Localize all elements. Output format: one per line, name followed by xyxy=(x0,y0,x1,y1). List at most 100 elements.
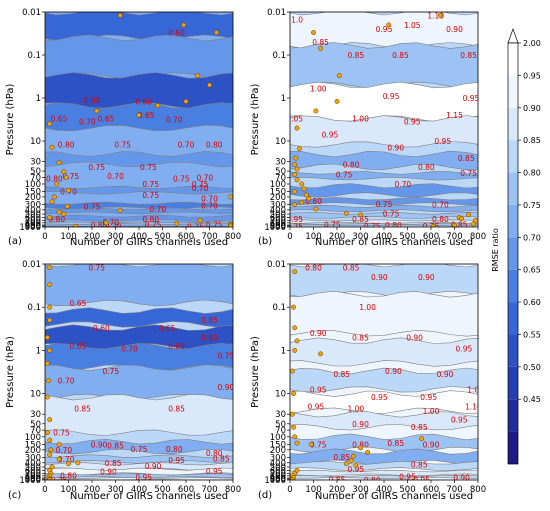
contour-label: 0.90 xyxy=(406,333,423,342)
contour-label: 0.85 xyxy=(168,404,185,413)
contour-label: 0.65 xyxy=(51,115,68,124)
contour-band xyxy=(45,342,233,371)
y-tick-label: 50 xyxy=(30,420,41,430)
colorbar-segment xyxy=(508,204,518,238)
contour-band xyxy=(290,204,478,213)
y-tick-label: 700 xyxy=(25,469,41,479)
channel-marker xyxy=(296,146,302,152)
y-tick-label: 1000 xyxy=(264,476,286,486)
contour-band xyxy=(45,264,233,307)
channel-marker xyxy=(183,98,189,104)
x-tick-label: 0 xyxy=(287,485,292,495)
y-tick-label: 200 xyxy=(270,193,286,203)
contour-band xyxy=(45,34,233,79)
contour-band xyxy=(290,197,478,206)
x-tick-label: 400 xyxy=(376,232,392,242)
channel-marker xyxy=(318,351,323,357)
channel-marker xyxy=(75,460,81,466)
contour-band xyxy=(290,171,478,181)
contour-band xyxy=(45,364,233,401)
x-tick-label: 0 xyxy=(42,232,47,242)
contour-label: 0.90 xyxy=(100,468,117,477)
x-tick-label: 400 xyxy=(131,485,147,495)
y-tick-label: 1 xyxy=(36,346,41,356)
contour-label: 0.95 xyxy=(404,117,421,126)
contour-label: 0.75 xyxy=(376,200,393,209)
contour-label: 0.80 xyxy=(48,215,65,224)
channel-marker xyxy=(47,264,53,270)
channel-marker xyxy=(66,187,71,193)
contour-label: 0.95 xyxy=(456,344,473,353)
y-tick-label: 1000 xyxy=(19,223,41,233)
x-tick-label: 600 xyxy=(178,232,194,242)
contour-label: 1.0 xyxy=(291,16,303,25)
y-tick-label: 950 xyxy=(270,222,286,232)
contour-label: 0.90 xyxy=(352,420,369,429)
channel-marker xyxy=(292,202,298,207)
contour-label: 0.85 xyxy=(347,51,364,60)
contour-label: 0.85 xyxy=(458,154,475,163)
contour-label: 0.80 xyxy=(352,440,369,449)
y-tick-label: 600 xyxy=(270,466,286,476)
contour-band xyxy=(45,394,233,436)
contour-label: 0.90 xyxy=(218,383,235,392)
contour-label: 0.75 xyxy=(131,445,148,454)
y-tick-label: 30 xyxy=(275,158,286,168)
contour-band xyxy=(290,211,478,219)
contour-band xyxy=(290,337,478,367)
channel-marker xyxy=(452,222,457,227)
y-tick-label: 800 xyxy=(270,219,286,229)
x-tick-label: 0 xyxy=(42,485,47,495)
contour-label: 1.00 xyxy=(310,84,327,93)
channel-marker xyxy=(47,437,53,443)
channel-marker xyxy=(47,282,53,288)
contour-label: 0.75 xyxy=(173,175,190,184)
contour-label: 0.75 xyxy=(286,222,303,231)
contour-label: 0.65 xyxy=(159,324,176,333)
channel-marker xyxy=(292,269,298,275)
contour-label: 0.95 xyxy=(135,473,152,482)
contour-label: 0.75 xyxy=(62,172,79,181)
channel-marker xyxy=(45,334,50,340)
contour-label: 0.85 xyxy=(343,263,360,272)
y-tick-label: 50 xyxy=(30,167,41,177)
channel-marker xyxy=(47,215,53,220)
contour-label: 0.95 xyxy=(434,137,451,146)
y-tick-label: 600 xyxy=(270,213,286,223)
x-tick-label: 100 xyxy=(60,232,76,242)
contour-label: 0.75 xyxy=(88,163,105,172)
contour-label: 0.90 xyxy=(145,462,162,471)
colorbar-tick-label: 0.50 xyxy=(523,363,541,372)
y-tick-label: 0.01 xyxy=(22,8,41,18)
y-tick-label: 150 xyxy=(25,188,41,198)
contour-label: 0.85 xyxy=(105,459,122,468)
contour-band xyxy=(45,207,233,215)
contour-label: 0.75 xyxy=(102,367,119,376)
channel-marker xyxy=(343,210,349,216)
contour-label: 0.70 xyxy=(58,377,75,386)
x-tick-label: 100 xyxy=(60,485,76,495)
contour-label: 0.70 xyxy=(192,184,209,193)
colorbar-tick-label: 0.85 xyxy=(523,136,541,145)
channel-marker xyxy=(46,378,51,384)
y-tick-label: 150 xyxy=(270,188,286,198)
channel-marker xyxy=(304,192,309,198)
contour-label: 0.60 xyxy=(135,97,152,106)
y-tick-label: 70 xyxy=(30,173,41,183)
contour-label: 0.80 xyxy=(305,197,322,206)
contour-label: 0.95 xyxy=(376,25,393,34)
y-tick-label: 70 xyxy=(30,426,41,436)
channel-marker xyxy=(291,391,296,397)
contour-band xyxy=(290,150,478,171)
y-tick-label: 50 xyxy=(275,167,286,177)
x-tick-label: 500 xyxy=(399,232,415,242)
channel-marker xyxy=(56,209,62,215)
y-axis-label: Pressure (hPa) xyxy=(250,336,261,408)
contour-label: 0.70 xyxy=(58,455,75,464)
contour-label: 0.80 xyxy=(60,471,77,480)
contour-label: 0.70 xyxy=(105,223,122,232)
contour-label: 0.70 xyxy=(178,140,195,149)
colorbar-tick-label: 0.90 xyxy=(523,104,541,113)
channel-marker xyxy=(311,30,316,35)
colorbar-frame xyxy=(507,42,519,465)
